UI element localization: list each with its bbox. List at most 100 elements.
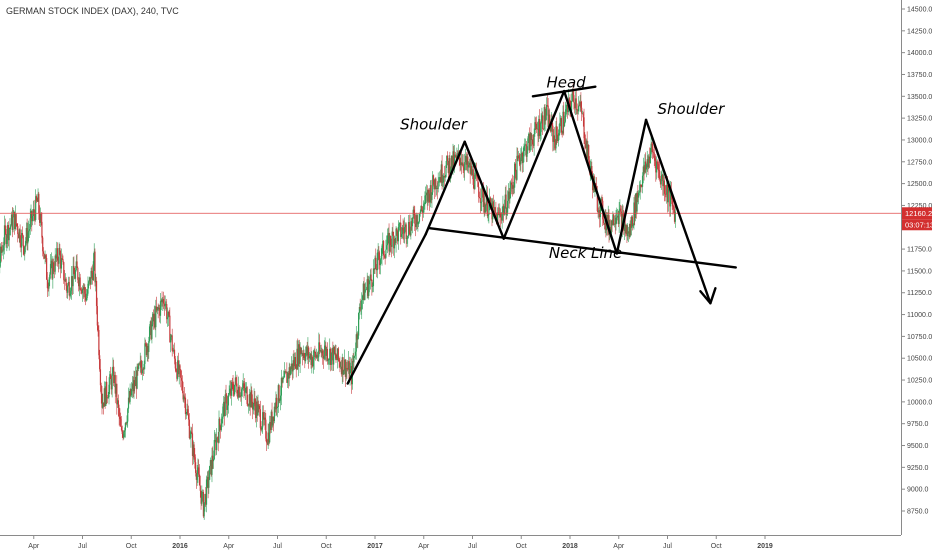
candle-body: [167, 311, 169, 318]
candle-body: [25, 228, 27, 242]
candle-body: [479, 198, 481, 203]
candle-body: [445, 165, 447, 178]
candle-body: [641, 175, 644, 187]
y-tick-label: 11250.0: [907, 290, 932, 297]
candle-body: [621, 213, 623, 232]
candle-body: [275, 397, 277, 410]
x-tick-label: Apr: [223, 543, 235, 550]
head-down[interactable]: [562, 89, 618, 255]
candle-body: [312, 359, 314, 367]
candle-body: [603, 223, 605, 225]
x-tick-label: Jul: [273, 543, 282, 550]
candle-body: [643, 166, 645, 173]
candle-body: [85, 298, 87, 301]
candle-body: [382, 240, 384, 246]
candle-body: [97, 325, 99, 330]
x-tick-label: Oct: [711, 543, 722, 550]
candle-body: [176, 370, 178, 379]
head-top-line[interactable]: [531, 85, 597, 98]
candle-body: [260, 427, 262, 430]
candle-body: [620, 208, 622, 212]
candle-body: [42, 237, 44, 252]
candle-body: [488, 204, 490, 215]
candle-body: [31, 211, 33, 222]
candle-body: [475, 171, 477, 173]
candle-body: [231, 382, 233, 384]
candle-body: [226, 395, 228, 410]
candle-body: [446, 155, 448, 166]
candle-body: [341, 357, 343, 375]
candle-body: [569, 99, 571, 108]
candle-body: [248, 405, 250, 407]
right-shoulder-down[interactable]: [644, 118, 712, 305]
candle-body: [78, 277, 80, 287]
candle-body: [436, 188, 438, 190]
candle-body: [258, 404, 260, 406]
head-up[interactable]: [502, 89, 566, 240]
candle-body: [397, 231, 399, 242]
candle-body: [576, 109, 578, 111]
right-shoulder-up[interactable]: [615, 118, 648, 255]
candle-body: [379, 259, 382, 266]
y-tick-label: 13000.0: [907, 137, 932, 144]
candle-body: [368, 280, 371, 285]
candle-body: [270, 411, 272, 431]
candle-body: [372, 268, 375, 287]
countdown-badge: [902, 219, 932, 231]
candle-body: [258, 405, 261, 410]
candle-body: [47, 288, 49, 289]
candle-body: [286, 371, 288, 383]
candle-body: [205, 479, 208, 505]
candle-body: [468, 165, 470, 168]
candle-body: [107, 397, 109, 399]
candle-body: [322, 350, 324, 356]
candle-body: [92, 272, 94, 281]
candle-body: [312, 357, 314, 367]
candle-body: [328, 359, 330, 361]
candle-body: [276, 406, 279, 409]
candle-body: [243, 383, 245, 388]
candle-body: [277, 385, 279, 407]
candle-body: [96, 306, 98, 326]
candle-body: [230, 382, 233, 396]
candle-body: [336, 348, 339, 361]
candle-body: [480, 201, 482, 203]
uptrend-line[interactable]: [346, 233, 427, 385]
candle-body: [322, 355, 325, 359]
left-shoulder-up[interactable]: [424, 140, 466, 236]
y-axis-strip: [901, 0, 932, 550]
candle-body: [390, 236, 392, 246]
candle-body: [484, 202, 486, 213]
candle-body: [354, 351, 357, 356]
candle-body: [645, 164, 648, 170]
candle-body: [120, 418, 122, 427]
candle-body: [251, 401, 254, 410]
candle-body: [585, 140, 587, 148]
candle-body: [310, 353, 312, 365]
neck-line[interactable]: [428, 226, 737, 269]
candle-body: [573, 95, 575, 103]
candle-body: [21, 233, 23, 248]
candle-body: [252, 403, 254, 410]
left-shoulder-down[interactable]: [463, 140, 505, 240]
candle-body: [10, 214, 13, 226]
candle-body: [608, 215, 610, 235]
candle-body: [585, 144, 587, 148]
candle-body: [393, 235, 395, 249]
candle-body: [212, 459, 215, 462]
candle-body: [521, 152, 524, 164]
candle-body: [189, 437, 191, 439]
candle-body: [411, 217, 414, 227]
candle-body: [661, 174, 663, 179]
candle-body: [172, 350, 174, 352]
candle-body: [317, 356, 319, 358]
candle-body: [355, 334, 357, 352]
candle-body: [170, 336, 172, 343]
candle-body: [574, 98, 577, 109]
candle-body: [38, 193, 40, 214]
x-tick-label: 2016: [172, 543, 188, 550]
candle-body: [14, 214, 17, 230]
candle-body: [494, 207, 496, 213]
candle-body: [459, 158, 461, 166]
